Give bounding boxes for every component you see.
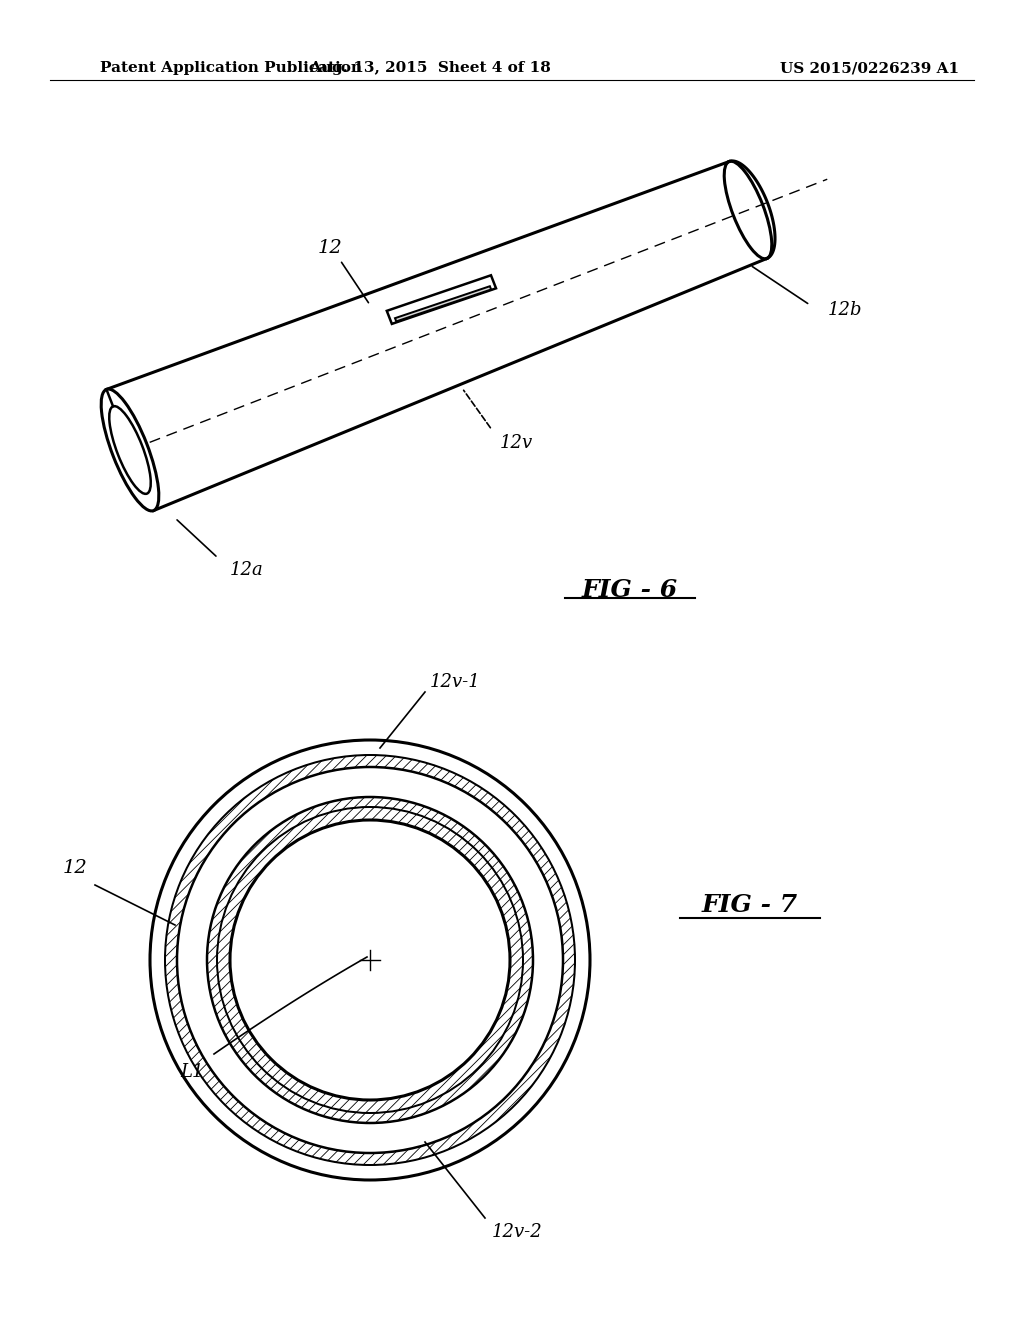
- Text: FIG - 6: FIG - 6: [582, 578, 678, 602]
- Text: Patent Application Publication: Patent Application Publication: [100, 61, 362, 75]
- Text: FIG - 7: FIG - 7: [701, 894, 798, 917]
- Text: 12: 12: [317, 239, 342, 257]
- Polygon shape: [395, 286, 492, 322]
- Text: L1: L1: [180, 1063, 204, 1081]
- Text: 12v-1: 12v-1: [430, 673, 480, 690]
- Text: 12v: 12v: [500, 434, 534, 451]
- Text: 12v-2: 12v-2: [492, 1224, 543, 1241]
- Ellipse shape: [110, 407, 151, 494]
- Text: US 2015/0226239 A1: US 2015/0226239 A1: [780, 61, 959, 75]
- Text: 12b: 12b: [828, 301, 862, 319]
- Text: 12a: 12a: [230, 561, 264, 579]
- Polygon shape: [387, 276, 496, 323]
- Ellipse shape: [101, 389, 159, 511]
- Text: 12: 12: [62, 859, 87, 876]
- Text: Aug. 13, 2015  Sheet 4 of 18: Aug. 13, 2015 Sheet 4 of 18: [309, 61, 551, 75]
